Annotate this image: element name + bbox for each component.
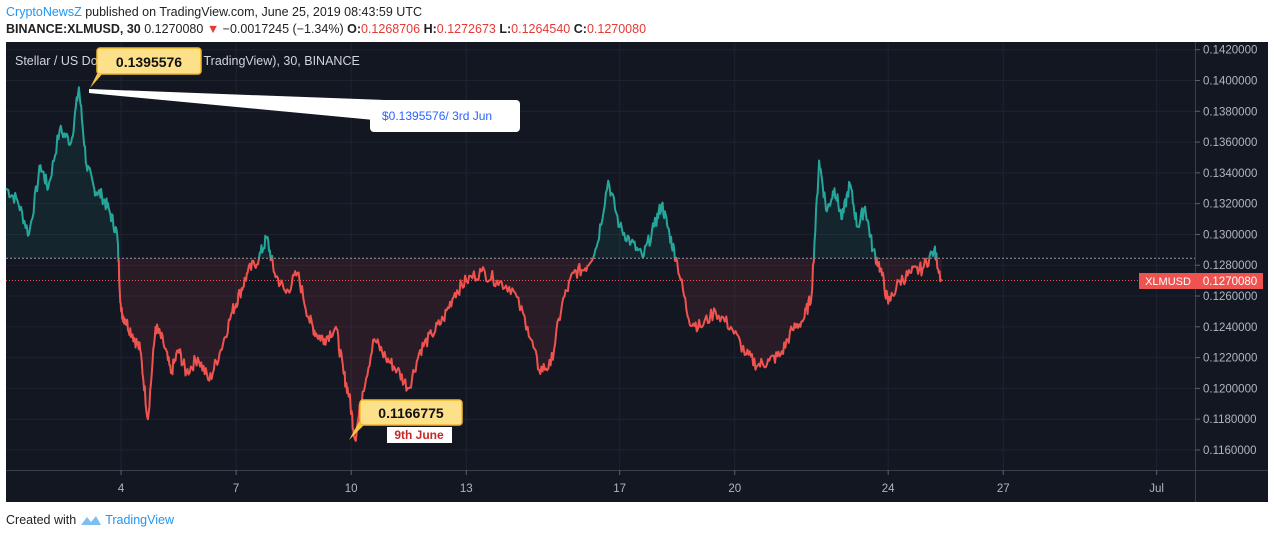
series-line-down	[269, 258, 272, 262]
series-line-down	[271, 257, 594, 442]
down-arrow-icon: ▼	[206, 22, 220, 36]
last-price-tag-value: 0.1270080	[1203, 276, 1257, 288]
y-tick-label: 0.1200000	[1203, 383, 1257, 395]
x-tick-label: 13	[460, 483, 473, 495]
chart-title: Stellar / US Do	[15, 54, 98, 68]
y-tick-label: 0.1360000	[1203, 137, 1257, 149]
baseline-fills	[6, 87, 942, 441]
footer: Created with TradingView	[6, 513, 174, 527]
last-price: 0.1270080	[144, 22, 204, 36]
series-line-up	[258, 234, 272, 259]
low-value: 0.1264540	[511, 22, 571, 36]
tradingview-logo-icon	[81, 516, 102, 525]
fill-below-baseline	[118, 258, 259, 420]
created-with-label: Created with	[6, 513, 77, 527]
y-tick-label: 0.1280000	[1203, 260, 1257, 272]
close-value: 0.1270080	[586, 22, 647, 36]
open-value: 0.1268706	[360, 22, 421, 36]
y-tick-label: 0.1400000	[1203, 75, 1257, 87]
y-tick-label: 0.1420000	[1203, 45, 1257, 57]
close-key: C:	[573, 22, 587, 36]
y-tick-label: 0.1340000	[1203, 168, 1257, 180]
high-label: 0.1395576	[116, 54, 182, 70]
series-line-up	[934, 252, 938, 259]
brand-link[interactable]: CryptoNewsZ	[6, 5, 82, 19]
x-tick-label: 20	[728, 483, 741, 495]
fill-below-baseline	[676, 258, 814, 370]
last-price-tag-symbol: XLMUSD	[1145, 276, 1191, 288]
y-tick-label: 0.1180000	[1203, 414, 1257, 426]
series-line-down	[875, 257, 931, 305]
grid	[6, 42, 1195, 470]
high-key: H:	[423, 22, 437, 36]
fill-above-baseline	[6, 87, 119, 259]
series-line-up	[928, 245, 937, 259]
y-tick-label: 0.1380000	[1203, 106, 1257, 118]
published-text: published on TradingView.com, June 25, 2…	[81, 5, 422, 19]
x-tick-label: 7	[233, 483, 239, 495]
x-tick-label: 4	[118, 483, 125, 495]
y-tick-label: 0.1240000	[1203, 322, 1257, 334]
fill-below-baseline	[272, 258, 593, 441]
high-callout-text: $0.1395576/ 3rd Jun	[382, 109, 492, 123]
ohlc-line: BINANCE:XLMUSD, 30 0.1270080 ▼ −0.001724…	[6, 22, 646, 36]
change-value: −0.0017245 (−1.34%)	[222, 22, 344, 36]
series-line-up	[592, 179, 676, 259]
fill-below-baseline	[876, 258, 930, 304]
y-tick-label: 0.1320000	[1203, 199, 1257, 211]
low-label: 0.1166775	[378, 405, 444, 421]
high-value: 0.1272673	[436, 22, 496, 36]
series-line-down	[935, 258, 943, 283]
series-line-up	[270, 254, 274, 259]
series-line-up	[812, 159, 877, 259]
series-line-up	[5, 86, 120, 259]
last-price-tag: XLMUSD 0.1270080	[1139, 273, 1263, 289]
x-tick-label: 24	[882, 483, 895, 495]
tradingview-link[interactable]: TradingView	[105, 513, 174, 527]
series-line-down	[117, 258, 260, 421]
high-annotation: $0.1395576/ 3rd Jun 0.1395576	[89, 47, 520, 132]
x-tick-label: 10	[345, 483, 358, 495]
low-key: L:	[499, 22, 512, 36]
chart-title-suffix: y TradingView), 30, BINANCE	[194, 54, 360, 68]
publish-line: CryptoNewsZ published on TradingView.com…	[6, 5, 422, 19]
open-key: O:	[347, 22, 361, 36]
price-series	[5, 86, 943, 442]
x-tick-label: 17	[613, 483, 626, 495]
x-tick-label: 27	[997, 483, 1010, 495]
y-axis-ticks: 0.1160000 0.1180000 0.1200000 0.1220000 0.12…	[1195, 45, 1257, 457]
y-tick-label: 0.1260000	[1203, 291, 1257, 303]
series-line-down	[675, 258, 815, 371]
chart-background	[6, 42, 1268, 502]
x-tick-label: Jul	[1149, 483, 1164, 495]
low-note: 9th June	[394, 428, 444, 442]
y-tick-label: 0.1160000	[1203, 445, 1257, 457]
symbol-label: BINANCE:XLMUSD, 30	[6, 22, 141, 36]
y-tick-label: 0.1220000	[1203, 353, 1257, 365]
low-annotation: 0.1166775 9th June	[349, 399, 463, 443]
x-axis-ticks: 4 7 10 13 17 20 24 27 Jul	[118, 470, 1164, 495]
y-tick-label: 0.1300000	[1203, 229, 1257, 241]
